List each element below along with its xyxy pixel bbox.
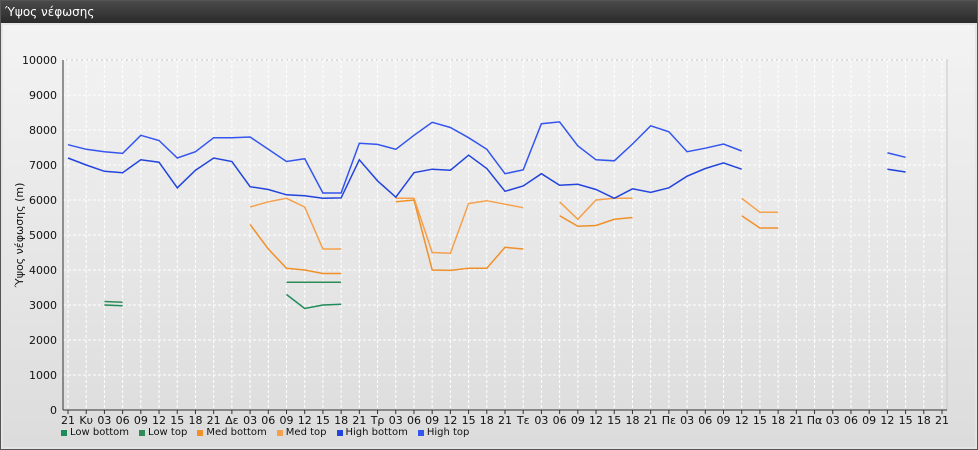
legend-item: Low bottom [61,427,129,438]
x-tick-label: 06 [116,414,130,427]
x-tick-label: 06 [261,414,275,427]
series-line-med-top [249,197,342,250]
x-tick-label: 18 [334,414,348,427]
x-tick-label: 12 [880,414,894,427]
chart-legend: Low bottom Low top Med bottom Med top High b… [61,427,469,438]
x-tick-label: 21 [935,414,949,427]
legend-label: High bottom [345,427,408,438]
y-axis-label: Ύψος νέφωσης (m) [13,183,26,289]
x-tick-label: Κυ [79,414,93,427]
legend-item: Med top [276,427,327,438]
x-tick-label: Πα [807,414,823,427]
series-line-low-bottom [104,304,123,307]
series-line-med-bottom [559,215,633,228]
x-tick-label: 12 [298,414,312,427]
x-tick-label: 03 [243,414,257,427]
x-tick-label: 06 [844,414,858,427]
x-tick-label: 12 [443,414,457,427]
x-tick-label: 15 [899,414,913,427]
legend-label: High top [426,427,470,438]
x-tick-label: Τε [516,414,530,427]
series-line-high-top [67,121,742,194]
x-tick-label: 09 [425,414,439,427]
x-tick-label: 12 [735,414,749,427]
legend-item: Low top [139,427,187,438]
y-tick-label: 2000 [29,334,57,347]
series-line-med-top [741,197,779,214]
x-tick-label: 21 [498,414,512,427]
x-tick-label: 21 [644,414,658,427]
x-tick-label: 12 [152,414,166,427]
x-tick-label: 18 [625,414,639,427]
x-tick-label: 21 [352,414,366,427]
series-line-med-top [395,197,524,254]
x-tick-label: 09 [280,414,294,427]
x-tick-label: 15 [462,414,476,427]
legend-swatch [197,429,204,436]
legend-item: Med bottom [197,427,267,438]
window-title: Ύψος νέφωσης [5,5,95,19]
x-tick-label: 15 [170,414,184,427]
legend-swatch [336,429,343,436]
x-tick-label: 09 [717,414,731,427]
y-tick-label: 5000 [29,229,57,242]
legend-label: Med bottom [206,427,267,438]
x-tick-label: 18 [480,414,494,427]
legend-swatch [61,429,67,436]
x-tick-label: 18 [188,414,202,427]
y-tick-label: 8000 [29,124,57,137]
x-tick-label: 09 [862,414,876,427]
x-tick-label: 06 [553,414,567,427]
x-tick-label: 15 [753,414,767,427]
x-tick-label: 03 [680,414,694,427]
legend-item: High top [417,427,470,438]
y-tick-label: 1000 [29,369,57,382]
x-tick-label: 15 [607,414,621,427]
series-line-med-bottom [249,224,342,275]
legend-label: Low top [148,427,188,438]
series-line-med-bottom [395,199,524,272]
x-tick-label: 18 [917,414,931,427]
x-tick-label: 03 [97,414,111,427]
y-tick-label: 9000 [29,89,57,102]
x-tick-label: 03 [534,414,548,427]
series-line-low-top [104,300,123,303]
x-tick-label: Τρ [370,414,385,427]
x-tick-label: 15 [316,414,330,427]
x-tick-label: 03 [389,414,403,427]
x-tick-label: Πε [662,414,676,427]
legend-swatch [417,429,424,436]
legend-swatch [139,429,146,436]
y-tick-label: 7000 [29,159,57,172]
x-tick-label: 09 [571,414,585,427]
series-line-high-bottom [67,154,742,200]
series-line-med-top [559,197,633,221]
x-tick-label: 21 [61,414,75,427]
y-tick-label: 10000 [22,54,57,67]
y-tick-label: 0 [50,404,57,417]
x-tick-label: 03 [826,414,840,427]
series-line-med-bottom [741,215,779,229]
legend-label: Med top [285,427,327,438]
x-tick-label: Δε [225,414,239,427]
x-tick-label: 06 [698,414,712,427]
series-line-high-top [887,152,906,159]
y-tick-label: 4000 [29,264,57,277]
series-line-high-bottom [887,168,906,173]
x-tick-label: 09 [134,414,148,427]
x-tick-label: 12 [589,414,603,427]
series-line-low-bottom [286,293,342,310]
x-tick-label: 18 [771,414,785,427]
legend-item: High bottom [336,427,408,438]
legend-label: Low bottom [70,427,130,438]
y-tick-label: 3000 [29,299,57,312]
y-tick-label: 6000 [29,194,57,207]
title-bar: Ύψος νέφωσης [1,1,977,23]
x-tick-label: 21 [207,414,221,427]
legend-swatch [276,429,283,436]
x-tick-label: 06 [407,414,421,427]
x-tick-label: 21 [789,414,803,427]
